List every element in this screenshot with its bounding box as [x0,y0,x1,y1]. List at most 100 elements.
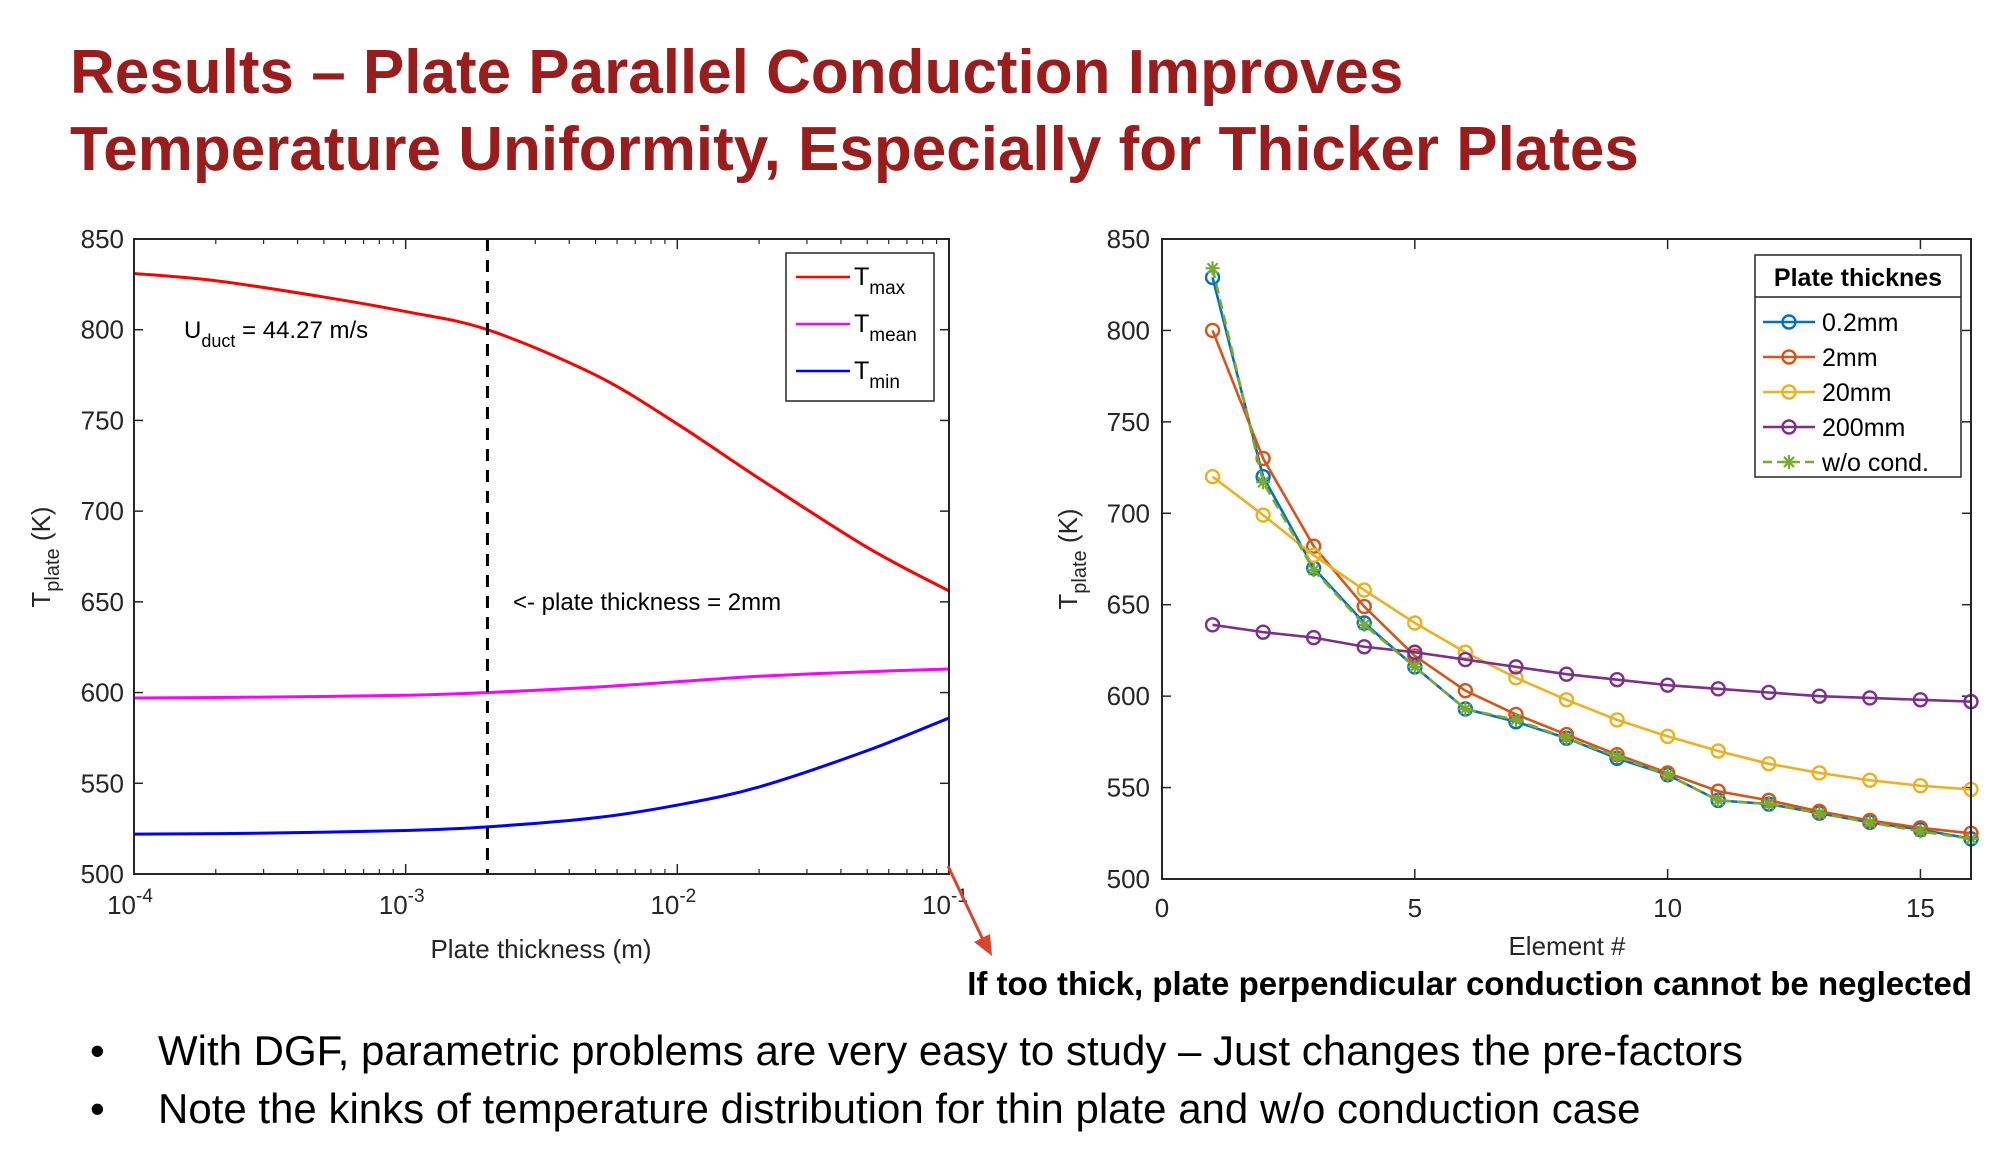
u-duct-rest: = 44.27 m/s [235,317,368,344]
data-point-20mm [1761,756,1777,772]
right-legend-title: Plate thicknes [1774,264,1942,292]
bullet-item: • Note the kinks of temperature distribut… [90,1080,1743,1138]
right-y-label-rest: (K) [1053,508,1083,550]
y-tick-label: 800 [81,315,124,345]
data-point-200mm [1659,677,1676,693]
bullet-text: With DGF, parametric problems are very e… [158,1027,1743,1074]
slide-title-line-2: Temperature Uniformity, Especially for T… [70,115,1639,184]
data-point-20mm [1609,712,1625,728]
legend-tmean-base: T [854,310,869,338]
right-legend: Plate thicknes 0.2mm 2mm 20mm 200mm w/o cond… [1754,254,1962,478]
legend-marker-20mm [1781,384,1797,400]
u-duct-sub: duct [201,331,235,351]
legend-tmin-base: T [854,357,869,385]
legend-tmin: Tmin [854,357,900,393]
y-tick-label: 650 [81,587,124,617]
thickness-note-annotation: <- plate thickness = 2mm [513,589,781,616]
data-point-200mm [1912,692,1929,708]
data-point-200mm [1204,617,1221,633]
data-point-2mm [1457,682,1474,699]
series-line-2mm [1211,329,1972,835]
data-point-w-o-cond [1256,475,1271,490]
legend-tmean: Tmean [854,310,917,346]
data-point-w-o-cond [1761,797,1776,812]
data-point-200mm [1457,651,1474,668]
legend-label-20mm: 20mm [1822,379,1891,407]
data-point-200mm [1407,644,1423,660]
series-line-Tmax [134,271,949,593]
data-point-w-o-cond [1407,659,1422,674]
legend-marker-0-2mm [1781,314,1797,330]
data-point-w-o-cond [1862,815,1877,830]
y-tick-label: 650 [1107,590,1150,620]
data-point-w-o-cond [1508,712,1523,727]
data-point-w-o-cond [1913,824,1928,839]
left-y-label-rest: (K) [26,506,56,548]
data-point-20mm [1204,469,1221,485]
y-tick-label: 800 [1107,315,1150,345]
callout-arrow [946,865,992,956]
data-point-200mm [1356,639,1372,655]
x-tick-label: 10 [1653,893,1682,923]
data-point-w-o-cond [1306,562,1321,577]
legend-label-w-o-cond: w/o cond. [1821,449,1929,477]
data-point-2mm [1305,538,1322,554]
data-point-20mm [1710,743,1726,759]
u-duct-annotation: Uduct = 44.27 m/s [184,317,368,351]
data-point-20mm [1255,507,1271,523]
slide-title-line-1: Results – Plate Parallel Conduction Impr… [70,38,1404,107]
legend-tmax-sub: max [869,278,905,299]
left-y-label-sub: plate [42,548,64,591]
y-tick-label: 750 [1107,407,1150,437]
legend-label-0-2mm: 0.2mm [1822,309,1898,337]
legend-tmean-sub: mean [869,325,917,346]
series-line-Tmin [134,716,949,836]
right-y-axis-label: Tplate (K) [1053,508,1091,609]
y-tick-label: 700 [81,496,124,526]
right-tick-labels: 500 550 600 650 700 750 800 850 0 5 10 15 [1107,224,1935,923]
callout-arrow-shaft [946,865,986,943]
y-tick-label: 700 [1107,498,1150,528]
y-tick-label: 600 [81,678,124,708]
right-y-label-sub: plate [1069,550,1091,593]
data-point-200mm [1862,690,1878,706]
data-point-200mm [1609,671,1625,688]
data-point-200mm [1811,688,1828,704]
data-point-200mm [1255,624,1271,640]
data-point-20mm [1356,582,1372,598]
data-point-2mm [1204,322,1221,339]
x-tick-label: 10-2 [650,886,696,920]
right-y-label-base: T [1053,594,1083,610]
right-legend-items: 0.2mm 2mm 20mm 200mm w/o cond. [1763,309,1929,477]
x-tick-label: 15 [1906,893,1935,923]
data-point-w-o-cond [1205,261,1220,276]
data-point-200mm [1508,659,1524,675]
callout-text: If too thick, plate perpendicular conduc… [967,965,1972,1002]
data-point-200mm [1305,629,1322,646]
data-point-20mm [1659,728,1676,745]
left-x-axis-label: Plate thickness (m) [430,934,651,964]
data-point-w-o-cond [1610,749,1625,764]
right-series-group [1204,261,1979,847]
data-point-20mm [1558,692,1575,708]
callout-arrow-head [974,934,992,956]
bullet-text: Note the kinks of temperature distributi… [158,1085,1641,1132]
legend-label-200mm: 200mm [1822,414,1905,442]
data-point-w-o-cond [1711,793,1726,808]
data-point-20mm [1811,765,1828,781]
legend-tmin-sub: min [869,372,900,393]
left-series-group [134,239,949,874]
y-tick-label: 600 [1107,681,1150,711]
legend-tmax: Tmax [854,263,906,299]
data-point-w-o-cond [1357,617,1372,632]
y-tick-label: 750 [81,405,124,435]
legend-label-2mm: 2mm [1822,344,1878,372]
x-tick-label: 5 [1408,893,1422,923]
data-point-20mm [1407,615,1423,631]
data-point-w-o-cond [1559,731,1574,746]
right-legend-box [1754,254,1962,478]
data-point-200mm [1710,681,1726,697]
series-line-Tmean [134,667,949,700]
y-tick-label: 850 [1107,224,1150,254]
